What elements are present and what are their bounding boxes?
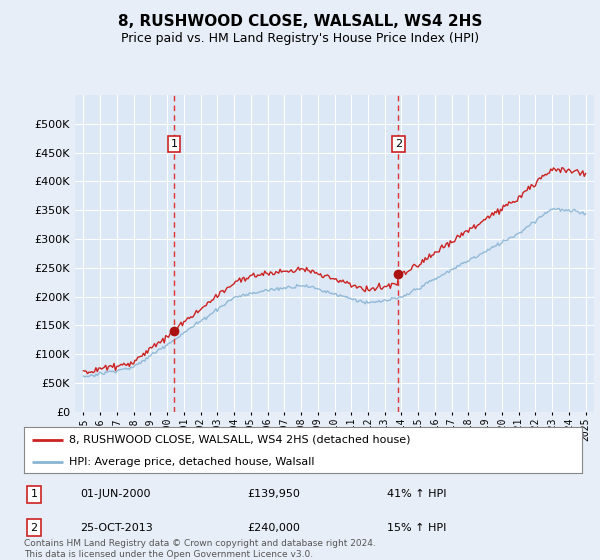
Text: £139,950: £139,950 [247,489,300,500]
Text: 25-OCT-2013: 25-OCT-2013 [80,522,152,533]
Text: 41% ↑ HPI: 41% ↑ HPI [387,489,446,500]
Text: 15% ↑ HPI: 15% ↑ HPI [387,522,446,533]
Text: 2: 2 [395,139,402,150]
Text: 8, RUSHWOOD CLOSE, WALSALL, WS4 2HS (detached house): 8, RUSHWOOD CLOSE, WALSALL, WS4 2HS (det… [68,435,410,445]
Text: 01-JUN-2000: 01-JUN-2000 [80,489,151,500]
Text: HPI: Average price, detached house, Walsall: HPI: Average price, detached house, Wals… [68,457,314,466]
Text: 1: 1 [170,139,178,150]
Text: 1: 1 [31,489,38,500]
Text: £240,000: £240,000 [247,522,300,533]
Text: 2: 2 [31,522,38,533]
Text: Contains HM Land Registry data © Crown copyright and database right 2024.
This d: Contains HM Land Registry data © Crown c… [24,539,376,559]
Text: 8, RUSHWOOD CLOSE, WALSALL, WS4 2HS: 8, RUSHWOOD CLOSE, WALSALL, WS4 2HS [118,14,482,29]
Text: Price paid vs. HM Land Registry's House Price Index (HPI): Price paid vs. HM Land Registry's House … [121,32,479,45]
